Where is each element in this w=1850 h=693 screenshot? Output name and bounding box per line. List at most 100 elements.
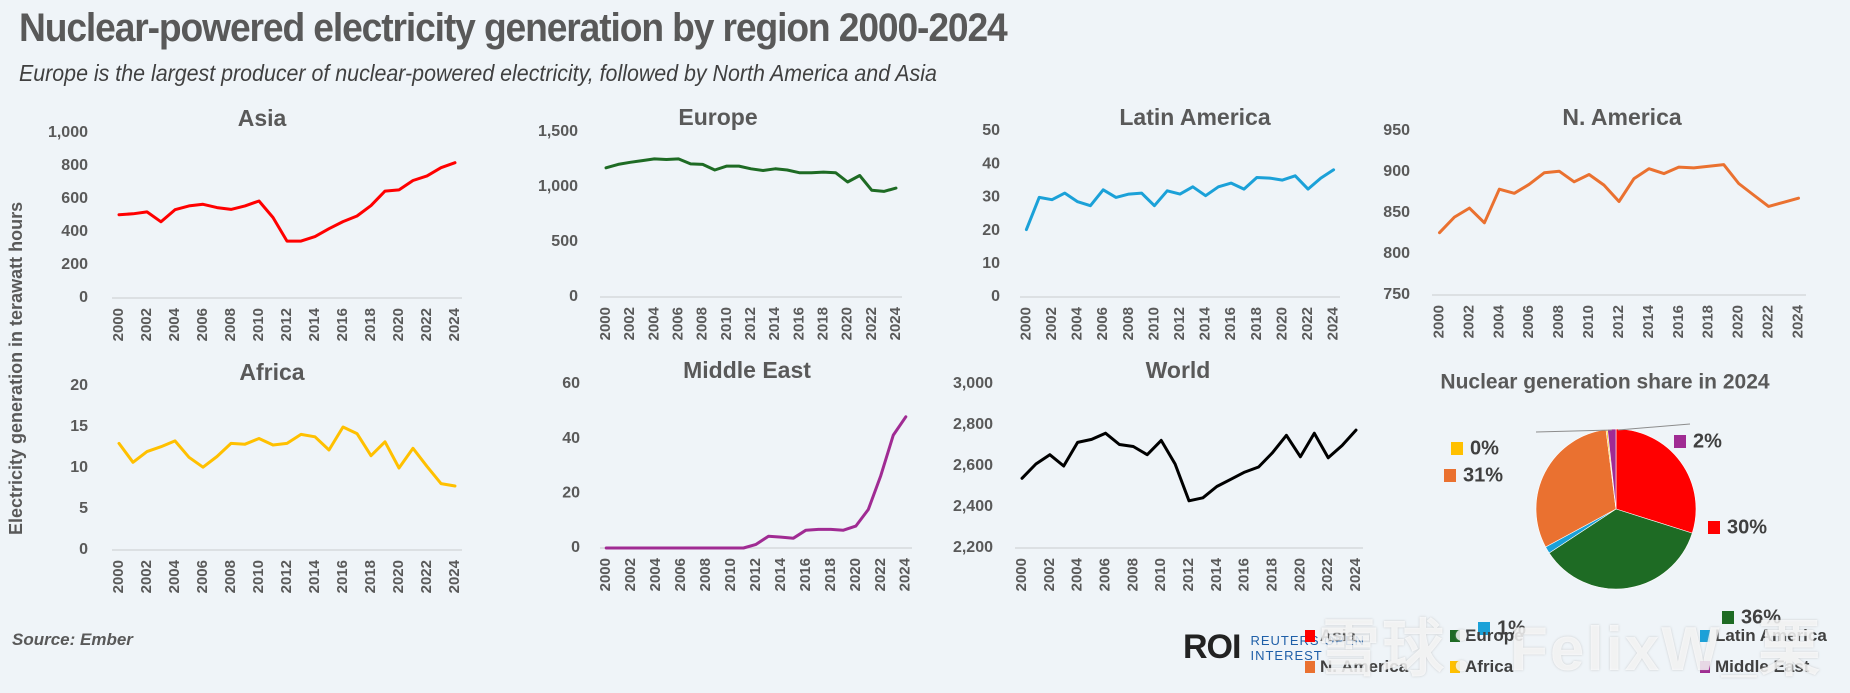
y-tick-label: 5 [79, 500, 88, 517]
data-point [1722, 163, 1725, 166]
legend-label: Europe [1465, 626, 1524, 645]
data-point [1201, 496, 1204, 499]
x-tick-label: 2024 [1325, 306, 1342, 340]
data-point [1230, 182, 1233, 185]
pie-label-swatch [1478, 622, 1490, 635]
data-point [440, 166, 443, 169]
series-line-n-america [1438, 163, 1800, 235]
y-tick-label: 1,000 [48, 124, 88, 141]
pie-data-label: 36% [1741, 606, 1781, 628]
y-tick-label: 400 [61, 223, 88, 240]
leader-line [1617, 423, 1691, 431]
legend-item-africa: Africa [1450, 657, 1513, 677]
data-point [1307, 188, 1310, 191]
y-tick-label: 900 [1383, 163, 1410, 180]
x-tick-label: 2012 [1180, 558, 1197, 591]
data-point [356, 432, 359, 435]
data-point [1299, 455, 1302, 458]
data-point [1243, 188, 1246, 191]
x-tick-label: 2020 [847, 558, 864, 591]
x-tick-label: 2022 [872, 558, 889, 591]
y-tick-label: 800 [1383, 245, 1410, 262]
data-point [829, 528, 832, 531]
data-point [356, 214, 359, 217]
pie-label-swatch [1444, 469, 1456, 482]
x-tick-label: 2018 [822, 558, 839, 591]
y-tick-label: 200 [61, 256, 88, 273]
x-tick-label: 2008 [697, 558, 714, 591]
data-point [1468, 207, 1471, 210]
data-point [1483, 221, 1486, 224]
data-point [1146, 453, 1149, 456]
data-point [786, 168, 789, 171]
data-point [174, 208, 177, 211]
data-point [1332, 168, 1335, 171]
y-tick-label: 750 [1383, 286, 1410, 303]
data-point [605, 166, 608, 169]
data-point [713, 168, 716, 171]
data-point [314, 435, 317, 438]
data-point [879, 474, 882, 477]
data-point [146, 210, 149, 213]
x-tick-label: 2006 [669, 307, 686, 340]
data-point [174, 439, 177, 442]
x-tick-label: 2014 [1640, 304, 1657, 338]
data-point [202, 466, 205, 469]
x-tick-label: 2002 [1460, 305, 1477, 338]
pie-data-label: 1% [1497, 617, 1526, 639]
data-point [286, 442, 289, 445]
x-tick-label: 2010 [718, 307, 735, 340]
legend-swatch [1450, 630, 1460, 642]
data-point [617, 163, 620, 166]
data-point [202, 203, 205, 206]
pie-label-swatch [1722, 611, 1734, 624]
data-point [892, 434, 895, 437]
data-point [314, 235, 317, 238]
x-tick-label: 2020 [1291, 558, 1308, 591]
data-point [1174, 462, 1177, 465]
y-tick-label: 0 [79, 541, 88, 558]
data-point [755, 543, 758, 546]
y-tick-label: 10 [982, 255, 1000, 272]
data-point [858, 174, 861, 177]
data-point [730, 547, 733, 550]
data-point [1285, 434, 1288, 437]
data-point [1543, 171, 1546, 174]
x-tick-label: 2004 [1069, 557, 1086, 591]
data-point [1025, 228, 1028, 231]
data-point [1281, 179, 1284, 182]
watermark: 雪球：FelixW_栗 [1318, 615, 1823, 684]
data-point [1588, 173, 1591, 176]
pie-label-swatch [1674, 435, 1686, 448]
pie-slice-europe [1548, 508, 1693, 590]
data-point [454, 161, 457, 164]
legend-item-middle-east: Middle East [1700, 657, 1809, 677]
x-tick-label: 2024 [446, 307, 463, 341]
legend-swatch [1700, 661, 1710, 673]
y-tick-label: 2,800 [953, 416, 993, 433]
x-tick-label: 2022 [1760, 305, 1777, 338]
data-point [798, 171, 801, 174]
legend-label: Latin America [1715, 626, 1827, 645]
data-point [1076, 441, 1079, 444]
data-point [398, 467, 401, 470]
data-point [1341, 444, 1344, 447]
pie-data-label: 30% [1727, 516, 1767, 538]
data-point [1191, 185, 1194, 188]
chart-title: World [1146, 357, 1211, 383]
y-tick-label: 850 [1383, 204, 1410, 221]
x-tick-label: 2010 [1152, 558, 1169, 591]
data-point [762, 169, 765, 172]
y-tick-label: 2,400 [953, 498, 993, 515]
data-point [1063, 192, 1066, 195]
data-point [1166, 189, 1169, 192]
chart-title: Middle East [683, 357, 811, 383]
data-point [742, 547, 745, 550]
data-point [118, 442, 121, 445]
data-point [750, 167, 753, 170]
data-point [1355, 429, 1358, 432]
data-point [1632, 177, 1635, 180]
data-point [188, 456, 191, 459]
chart-africa: Africa 0 5 10 15 20 2000 2002 2004 2006 2008 2010 20… [70, 359, 463, 593]
data-point [882, 190, 885, 193]
